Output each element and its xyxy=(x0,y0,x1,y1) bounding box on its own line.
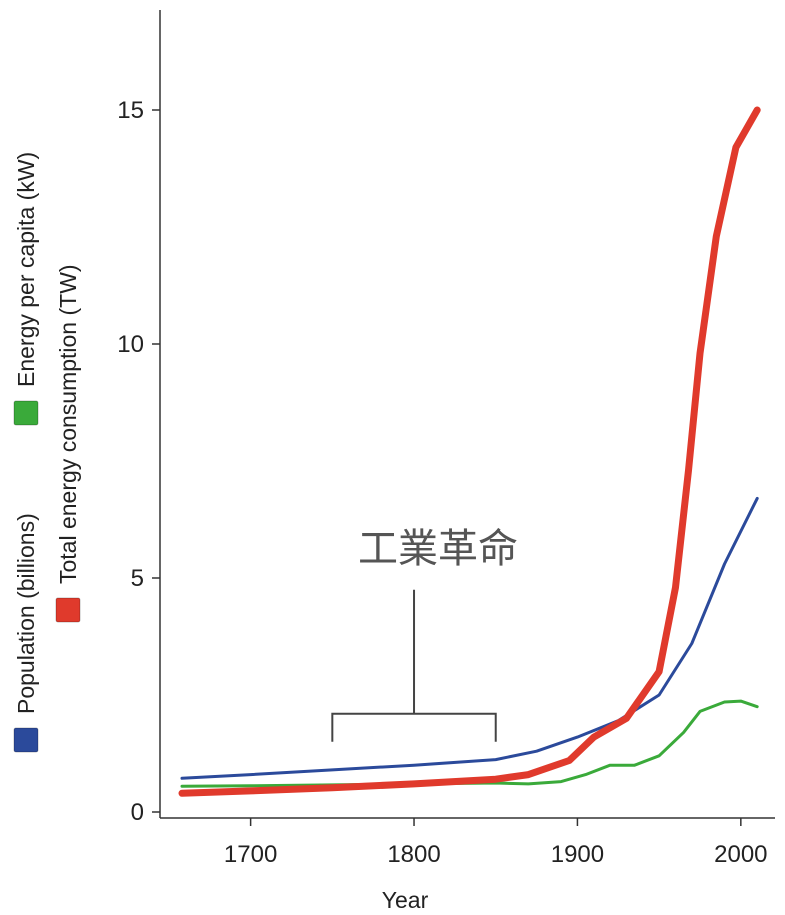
y-tick-label: 5 xyxy=(131,565,144,592)
x-tick-label: 1900 xyxy=(551,841,604,868)
legend-label-population: Population (billions) xyxy=(13,513,39,714)
legend-label-total-energy-consumption: Total energy consumption (TW) xyxy=(55,264,81,584)
x-tick-label: 2000 xyxy=(714,841,767,868)
legend: Population (billions) Energy per capita (… xyxy=(13,152,81,753)
axes xyxy=(159,10,775,819)
series-line-population xyxy=(180,496,759,780)
y-ticks: 0 5 10 15 xyxy=(117,97,160,826)
x-tick-label: 1800 xyxy=(387,841,440,868)
x-axis-title: Year xyxy=(382,887,429,913)
y-tick-label: 0 xyxy=(131,799,144,826)
series-line-total-energy-consumption xyxy=(178,106,761,797)
x-tick-label: 1700 xyxy=(224,841,277,868)
legend-label-energy-per-capita: Energy per capita (kW) xyxy=(13,152,39,387)
y-tick-label: 15 xyxy=(117,97,144,124)
y-tick-label: 10 xyxy=(117,331,144,358)
annotation-bracket xyxy=(331,589,497,742)
x-ticks: 1700 1800 1900 2000 xyxy=(224,818,768,868)
series-group xyxy=(178,106,761,797)
annotation-text: 工業革命 xyxy=(358,526,518,572)
legend-swatch-population xyxy=(13,727,39,753)
legend-swatch-energy-per-capita xyxy=(13,400,39,426)
legend-swatch-total-energy-consumption xyxy=(55,597,81,623)
annotation: 工業革命 xyxy=(331,526,518,742)
